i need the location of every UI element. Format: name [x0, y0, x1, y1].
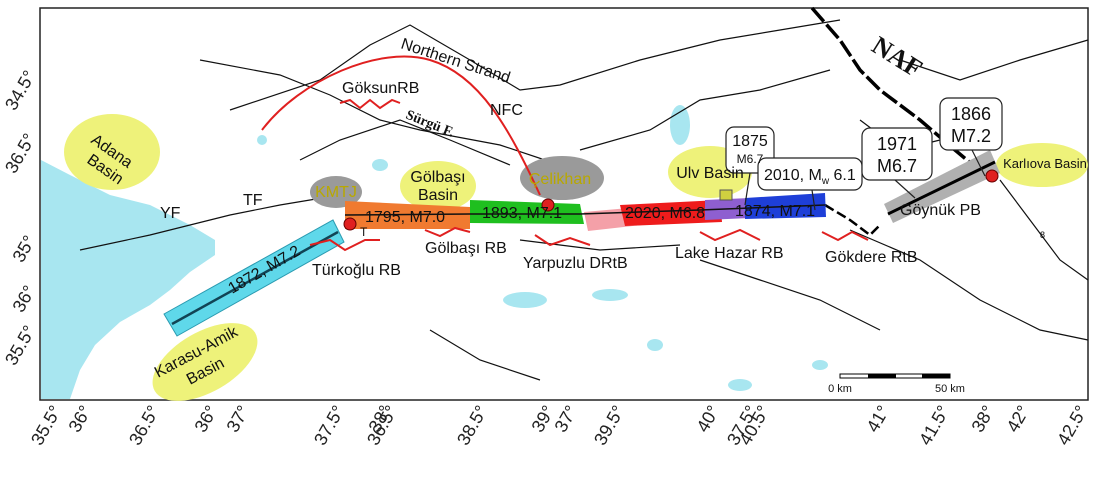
label: 50 km	[935, 383, 965, 395]
callout-boxes	[725, 97, 1003, 191]
axis-label: 36.5°	[1, 130, 39, 177]
axis-label: 36.5°	[125, 402, 163, 449]
axis-label: 36°	[191, 402, 222, 436]
label: 6.1	[829, 167, 856, 184]
axis-label: 42°	[1003, 402, 1034, 436]
label: 2010, Mw 6.1	[764, 167, 856, 187]
axis-label: 39.5°	[590, 402, 628, 449]
label: M7.2	[951, 126, 991, 146]
label: 1893, M7.1	[482, 205, 562, 222]
axis-label: 38°	[968, 402, 999, 436]
label: Çelikhan	[529, 171, 591, 188]
label: TF	[243, 192, 263, 209]
label: 0 km	[828, 383, 852, 395]
label: w	[821, 176, 830, 187]
label: 1971	[877, 134, 917, 154]
axis-label: 36°	[65, 402, 96, 436]
red-brackets	[261, 55, 869, 252]
callout-pointers	[744, 149, 986, 211]
label: 1874, M7.1	[735, 203, 815, 220]
label: 2020, M6.8	[625, 205, 705, 222]
axis-label: 41.5°	[915, 402, 953, 449]
epicenters	[343, 169, 999, 231]
label: Ulv Basin	[676, 165, 744, 182]
label: M6.7	[737, 152, 764, 166]
callout-labels: 1875 M6.7 2010, Mw 6.1 1971 M6.7 1866 M7…	[732, 104, 991, 187]
axis-label: 38.5°	[453, 402, 491, 449]
label: Göynük PB	[900, 202, 981, 219]
label: NFC	[490, 102, 523, 119]
label: KMTJ	[315, 184, 357, 201]
axis-label: 41°	[863, 402, 894, 436]
label: Karlıova Basin	[1003, 156, 1087, 171]
faults	[79, 19, 1089, 381]
gokdere-trace	[824, 203, 881, 237]
axis-label: 42.5°	[1053, 402, 1091, 449]
axis-label: 35°	[9, 232, 40, 266]
axis-label: 36°	[9, 282, 40, 316]
step-labels: GöksunRB Türkoğlu RB Gölbaşı RB Yarpuzlu…	[312, 80, 981, 279]
sea	[41, 160, 215, 399]
axis-label: 34.5°	[1, 67, 39, 114]
label: Gölbaşı RB	[425, 240, 507, 257]
axis-label: 37.5°	[310, 402, 348, 449]
label: Lake Hazar RB	[675, 245, 784, 262]
lakes	[142, 105, 828, 391]
label: 8	[1040, 230, 1045, 240]
label: Basin	[418, 187, 458, 204]
label: YF	[160, 205, 181, 222]
junction-areas	[310, 156, 604, 208]
axis-label: 35.5°	[27, 402, 65, 449]
label: GöksunRB	[342, 80, 419, 97]
label: 1795, M7.0	[365, 209, 445, 226]
axis-label: 35.5°	[1, 322, 39, 369]
label: Gölbaşı	[410, 169, 465, 186]
label: M6.7	[877, 156, 917, 176]
scale-bar	[839, 373, 951, 379]
ulv-marker	[719, 189, 733, 201]
axis-label: 37°	[551, 402, 582, 436]
axis-label: 40°	[693, 402, 724, 436]
label: 1866	[951, 104, 991, 124]
label: Gökdere RtB	[825, 249, 917, 266]
ruptures	[163, 150, 1000, 337]
label: T	[360, 225, 368, 239]
label: Yarpuzlu DRtB	[523, 255, 628, 272]
label: 2010, M	[764, 167, 822, 184]
label: 1875	[732, 133, 768, 150]
axis-label: 37°	[223, 402, 254, 436]
label: Türkoğlu RB	[312, 262, 401, 279]
